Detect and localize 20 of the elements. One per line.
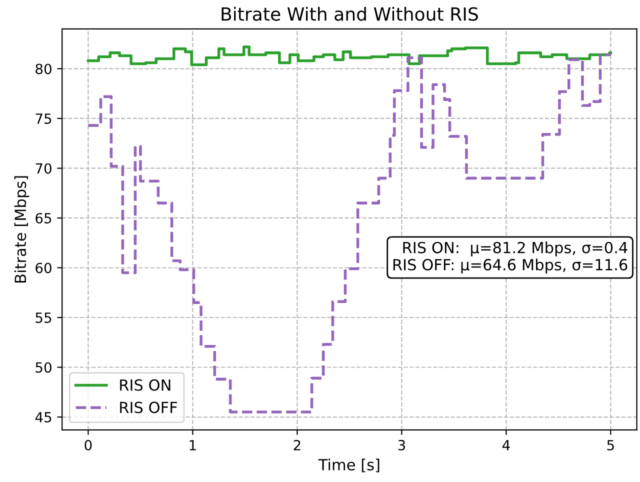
x-tick-label: 5 xyxy=(607,440,614,450)
x-tick-label: 3 xyxy=(398,440,405,450)
y-tick-label: 45 xyxy=(35,412,52,422)
chart-title: Bitrate With and Without RIS xyxy=(222,6,478,21)
y-tick-label: 75 xyxy=(36,114,52,124)
annotation: RIS ON: μ=81.2 Mbps, σ=0.4 RIS OFF: μ=64.6 Mbps, σ=11.6 xyxy=(393,242,628,274)
legend-label: RIS OFF xyxy=(120,402,177,414)
x-tick-label: 2 xyxy=(294,440,300,450)
y-tick-label: 65 xyxy=(36,212,52,224)
y-tick-label: 70 xyxy=(36,163,52,174)
y-axis-title: Bitrate [Mbps] xyxy=(14,176,30,282)
legend-label: RIS ON xyxy=(120,379,170,391)
x-axis-title: Time [s] xyxy=(318,458,380,472)
x-tick-label: 0 xyxy=(84,440,92,450)
y-tick-label: 55 xyxy=(36,312,52,323)
x-tick-label: 1 xyxy=(190,440,196,450)
y-tick-label: 50 xyxy=(36,362,52,373)
y-tick-label: 60 xyxy=(36,262,52,274)
x-tick-label: 4 xyxy=(502,440,510,450)
y-tick-label: 80 xyxy=(36,64,52,74)
